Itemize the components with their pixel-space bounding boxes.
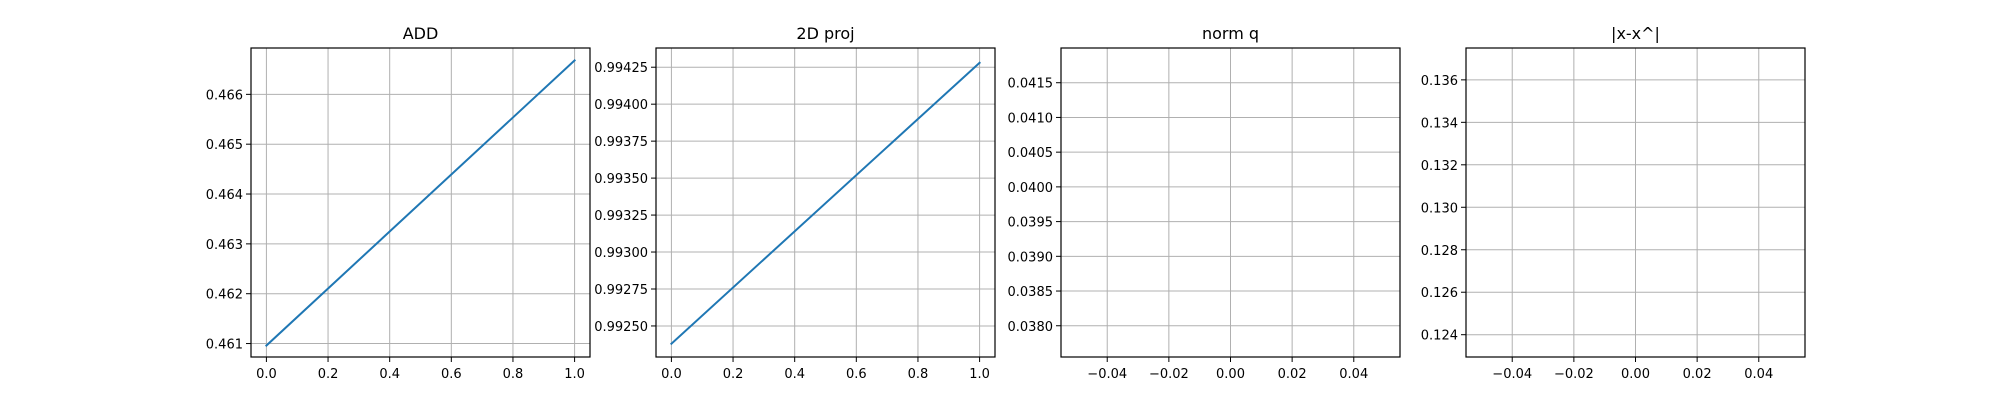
y-tick-label: 0.99375 <box>594 135 648 150</box>
y-tick-label: 0.136 <box>1421 74 1458 89</box>
y-tick-label: 0.466 <box>206 88 243 103</box>
y-tick-label: 0.99250 <box>594 320 648 335</box>
y-tick-label: 0.462 <box>206 288 243 303</box>
y-tick-label: 0.0385 <box>1008 285 1054 300</box>
x-tick-label: −0.04 <box>1492 367 1532 382</box>
y-tick-label: 0.0400 <box>1008 181 1054 196</box>
y-tick-label: 0.99300 <box>594 246 648 261</box>
x-tick-label: 0.04 <box>1339 367 1368 382</box>
y-tick-label: 0.461 <box>206 338 243 353</box>
x-tick-label: 0.2 <box>723 367 744 382</box>
y-tick-label: 0.0405 <box>1008 146 1054 161</box>
y-tick-label: 0.463 <box>206 238 243 253</box>
x-tick-label: 0.8 <box>908 367 929 382</box>
x-tick-label: 0.00 <box>1216 367 1245 382</box>
subplot-norm-q: −0.04 −0.02 0.00 0.02 0.04 0.0380 0.0385 0.0390… <box>1008 24 1401 382</box>
y-tick-label: 0.0390 <box>1008 250 1054 265</box>
chart-title: |x-x^| <box>1611 24 1660 43</box>
chart-title: 2D proj <box>796 24 854 43</box>
x-tick-label: −0.02 <box>1149 367 1189 382</box>
x-tick-label: 1.0 <box>564 367 585 382</box>
y-tick-label: 0.464 <box>206 188 243 203</box>
x-tick-label: 0.2 <box>318 367 339 382</box>
y-tick-label: 0.130 <box>1421 201 1458 216</box>
y-tick-label: 0.99350 <box>594 172 648 187</box>
x-tick-label: −0.04 <box>1087 367 1127 382</box>
y-tick-label: 0.465 <box>206 138 243 153</box>
x-tick-label: 0.6 <box>441 367 462 382</box>
y-tick-label: 0.99400 <box>594 98 648 113</box>
y-tick-label: 0.99425 <box>594 61 648 76</box>
y-tick-label: 0.0395 <box>1008 216 1054 231</box>
x-tick-label: 0.04 <box>1744 367 1773 382</box>
x-tick-label: −0.02 <box>1554 367 1594 382</box>
axes-frame <box>250 47 591 358</box>
y-tick-label: 0.128 <box>1421 244 1458 259</box>
x-tick-label: 0.8 <box>503 367 524 382</box>
x-tick-label: 0.02 <box>1278 367 1307 382</box>
y-tick-label: 0.0410 <box>1008 111 1054 126</box>
y-tick-label: 0.99325 <box>594 209 648 224</box>
x-tick-label: 0.02 <box>1683 367 1712 382</box>
series-line <box>669 61 982 346</box>
x-tick-label: 0.4 <box>784 367 805 382</box>
chart-title: norm q <box>1202 24 1259 43</box>
y-tick-label: 0.99275 <box>594 283 648 298</box>
y-tick-label: 0.124 <box>1421 329 1458 344</box>
y-tick-label: 0.126 <box>1421 286 1458 301</box>
subplot-add: 0.0 0.2 0.4 0.6 0.8 1.0 0.461 0.462 0.463 0.464 0.… <box>206 24 591 382</box>
chart-title: ADD <box>403 24 439 43</box>
subplot-2d-proj: 0.0 0.2 0.4 0.6 0.8 1.0 0.99250 0.99275 0.99300 0… <box>594 24 996 382</box>
x-tick-label: 0.0 <box>256 367 277 382</box>
y-tick-label: 0.134 <box>1421 116 1458 131</box>
x-tick-label: 1.0 <box>969 367 990 382</box>
x-tick-label: 0.6 <box>846 367 867 382</box>
y-tick-label: 0.0380 <box>1008 320 1054 335</box>
x-tick-label: 0.00 <box>1621 367 1650 382</box>
axes-frame <box>655 47 996 358</box>
y-tick-label: 0.132 <box>1421 159 1458 174</box>
subplot-x-error: −0.04 −0.02 0.00 0.02 0.04 0.124 0.126 0.128 0.1… <box>1421 24 1806 382</box>
series-line <box>264 59 577 347</box>
x-tick-label: 0.4 <box>379 367 400 382</box>
y-tick-label: 0.0415 <box>1008 77 1054 92</box>
x-tick-label: 0.0 <box>661 367 682 382</box>
